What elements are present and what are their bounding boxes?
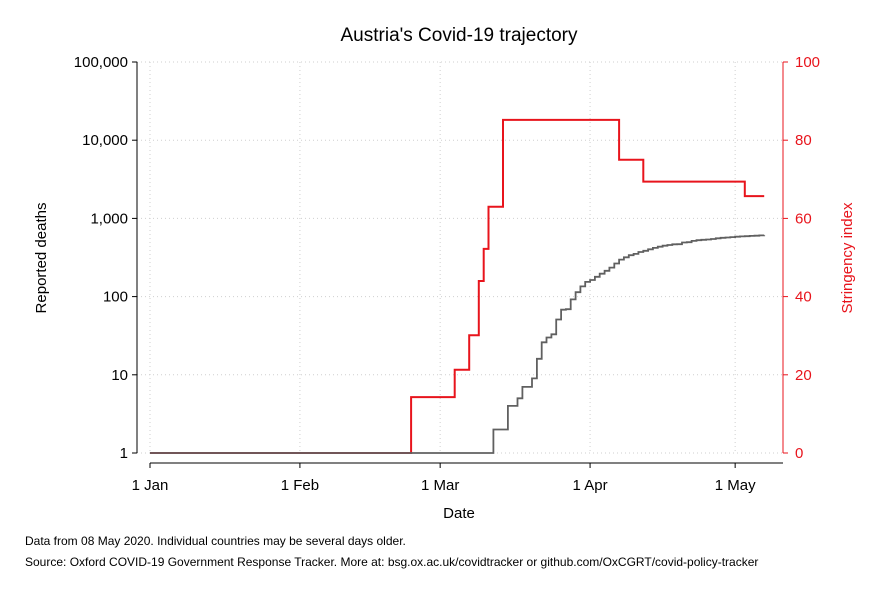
y-axis-label-left: Reported deaths [33,203,50,314]
source-note: Source: Oxford COVID-19 Government Respo… [25,555,759,569]
y-axis-label-right: Stringency index [839,202,856,313]
y-tick-label-left: 1,000 [90,210,128,227]
axes: 1 10 100 1,000 10,000 100,000 0 20 40 60 80 100 1 Ja… [74,54,820,494]
y-tick-label-right: 0 [795,445,803,462]
y-tick-label-left: 1 [120,445,128,462]
x-tick-label: 1 Apr [573,477,608,494]
x-tick-label: 1 Jan [132,477,169,494]
y-tick-label-right: 40 [795,289,812,306]
y-tick-label-right: 20 [795,367,812,384]
x-tick-label: 1 Feb [281,477,319,494]
y-tick-label-right: 60 [795,210,812,227]
chart-title: Austria's Covid-19 trajectory [341,25,578,46]
y-tick-label-left: 10 [111,367,128,384]
reported-deaths-line [150,234,766,454]
y-tick-label-left: 100,000 [74,54,128,71]
y-tick-label-right: 100 [795,54,820,71]
y-tick-label-right: 80 [795,132,812,149]
stringency-index-line [150,118,765,454]
x-axis-label: Date [443,505,475,522]
x-tick-label: 1 Mar [421,477,459,494]
series-lines [150,118,766,454]
data-note: Data from 08 May 2020. Individual countr… [25,534,406,548]
y-tick-label-left: 100 [103,289,128,306]
gridlines [137,61,783,454]
y-tick-label-left: 10,000 [82,132,128,149]
x-tick-label: 1 May [715,477,756,494]
